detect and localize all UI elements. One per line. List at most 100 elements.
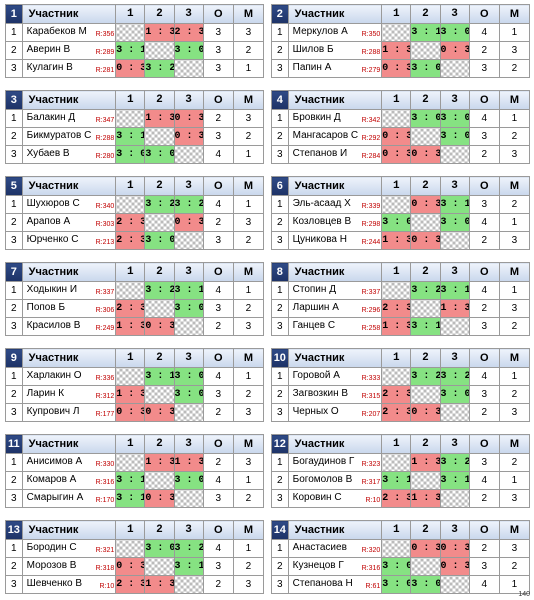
col-2-header: 2 xyxy=(410,434,441,454)
player-name[interactable]: Красилов В xyxy=(26,320,81,331)
group-header-row: 10 Участник 1 2 3 О М xyxy=(271,348,531,368)
player-name[interactable]: Цуникова Н xyxy=(292,234,347,245)
player-name[interactable]: Степанов И xyxy=(292,148,348,159)
player-name[interactable]: Ходыкин И xyxy=(26,284,78,295)
score-cell: 3 : 2 xyxy=(439,367,470,386)
score-cell: 3 : 1 xyxy=(439,471,470,490)
player-name[interactable]: Ганцев С xyxy=(292,320,336,331)
player-name[interactable]: Аверин В xyxy=(26,44,71,55)
group-number: 4 xyxy=(271,90,289,110)
place-cell: 1 xyxy=(232,195,265,214)
player-cell: Богаудинов Г R:323 xyxy=(287,453,383,472)
place-cell: 2 xyxy=(498,59,531,78)
player-name[interactable]: Попов Б xyxy=(26,302,66,313)
player-number: 3 xyxy=(5,145,23,164)
player-name[interactable]: Ларшин А xyxy=(292,302,339,313)
player-name[interactable]: Богомолов В xyxy=(292,474,353,485)
player-name[interactable]: Меркулов А xyxy=(292,26,348,37)
score-cell: 3 : 1 xyxy=(439,281,470,300)
points-cell: 2 xyxy=(468,489,500,508)
group-header-row: 3 Участник 1 2 3 О М xyxy=(5,90,265,110)
points-cell: 3 xyxy=(468,385,500,404)
participant-header: Участник xyxy=(21,434,117,454)
player-name[interactable]: Стопин Д xyxy=(292,284,336,295)
player-name[interactable]: Анастасиев xyxy=(292,542,347,553)
player-cell: Меркулов А R:350 xyxy=(287,23,383,42)
player-name[interactable]: Карабеков М xyxy=(26,26,87,37)
player-name[interactable]: Бикмуратов С xyxy=(26,130,92,141)
player-name[interactable]: Бровкин Д xyxy=(292,112,341,123)
score-cell: 0 : 3 xyxy=(173,127,204,146)
player-cell: Загвозкин В R:315 xyxy=(287,385,383,404)
player-name[interactable]: Богаудинов Г xyxy=(292,456,355,467)
player-name[interactable]: Морозов В xyxy=(26,560,77,571)
player-name[interactable]: Козловцев В xyxy=(292,216,352,227)
place-header: М xyxy=(232,348,265,368)
player-name[interactable]: Коровин С xyxy=(292,492,342,503)
player-rating: R:339 xyxy=(361,199,381,213)
player-name[interactable]: Папин А xyxy=(292,62,332,73)
self-match-cell xyxy=(115,195,146,214)
points-cell: 3 xyxy=(202,385,234,404)
player-name[interactable]: Кузнецов Г xyxy=(292,560,344,571)
points-cell: 3 xyxy=(202,299,234,318)
player-number: 2 xyxy=(271,41,289,60)
player-name[interactable]: Черных О xyxy=(292,406,339,417)
player-name[interactable]: Арапов А xyxy=(26,216,71,227)
player-name[interactable]: Мангасаров С xyxy=(292,130,359,141)
place-cell: 2 xyxy=(232,489,265,508)
player-number: 2 xyxy=(5,127,23,146)
player-name[interactable]: Хубаев В xyxy=(26,148,70,159)
points-header: О xyxy=(202,90,234,110)
place-cell: 2 xyxy=(498,557,531,576)
score-cell: 2 : 3 xyxy=(173,23,204,42)
player-number: 1 xyxy=(271,281,289,300)
self-match-cell xyxy=(410,41,441,60)
player-rating: R:315 xyxy=(361,389,381,403)
player-name[interactable]: Комаров А xyxy=(26,474,77,485)
points-cell: 4 xyxy=(468,281,500,300)
player-name[interactable]: Купрович Л xyxy=(26,406,80,417)
player-number: 3 xyxy=(5,317,23,336)
player-name[interactable]: Шухюров С xyxy=(26,198,80,209)
score-cell: 0 : 3 xyxy=(410,539,441,558)
score-cell: 3 : 0 xyxy=(439,23,470,42)
player-name[interactable]: Балакин Д xyxy=(26,112,76,123)
player-name[interactable]: Эль-асаад Х xyxy=(292,198,351,209)
player-name[interactable]: Бородин С xyxy=(26,542,77,553)
place-cell: 3 xyxy=(232,453,265,472)
score-cell: 0 : 3 xyxy=(115,557,146,576)
group-number: 7 xyxy=(5,262,23,282)
player-number: 1 xyxy=(5,453,23,472)
player-name[interactable]: Юрченко С xyxy=(26,234,79,245)
group-number: 1 xyxy=(5,4,23,24)
player-cell: Бикмуратов С R:288 xyxy=(21,127,117,146)
self-match-cell xyxy=(115,109,146,128)
col-2-header: 2 xyxy=(410,348,441,368)
player-name[interactable]: Степанова Н xyxy=(292,578,353,589)
player-name[interactable]: Горовой А xyxy=(292,370,340,381)
player-name[interactable]: Анисимов А xyxy=(26,456,83,467)
player-name[interactable]: Шилов Б xyxy=(292,44,334,55)
player-name[interactable]: Шевченко В xyxy=(26,578,83,589)
player-name[interactable]: Харлакин О xyxy=(26,370,82,381)
score-cell: 0 : 3 xyxy=(410,195,441,214)
player-name[interactable]: Смарыгин А xyxy=(26,492,84,503)
score-cell: 3 : 1 xyxy=(115,489,146,508)
score-cell: 0 : 3 xyxy=(381,59,412,78)
player-name[interactable]: Ларин К xyxy=(26,388,65,399)
player-rating: R:244 xyxy=(361,235,381,249)
self-match-cell xyxy=(115,539,146,558)
player-cell: Степанов И R:284 xyxy=(287,145,383,164)
score-cell: 3 : 1 xyxy=(173,281,204,300)
player-name[interactable]: Кулагин В xyxy=(26,62,73,73)
player-name[interactable]: Загвозкин В xyxy=(292,388,349,399)
player-rating: R:337 xyxy=(95,285,115,299)
